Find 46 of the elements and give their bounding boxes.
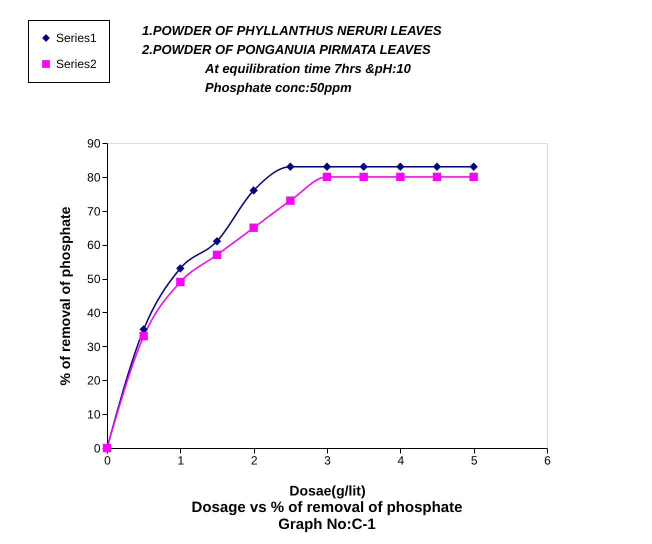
point — [432, 172, 442, 182]
y-tick-label: 90 — [87, 136, 101, 150]
text: Graph No:C-1 — [278, 516, 376, 533]
text: Phosphate conc:50ppm — [205, 80, 352, 95]
x-tick-label: 4 — [397, 454, 404, 468]
text: At equilibration time 7hrs &pH:10 — [204, 61, 412, 76]
point — [176, 278, 185, 286]
x-axis-title: Dosae(g/lit) — [289, 482, 366, 498]
x-tick-label: 5 — [470, 454, 478, 468]
y-tick-label: 60 — [87, 238, 101, 252]
point — [249, 186, 258, 195]
point — [139, 332, 148, 340]
legend-label: Series2 — [56, 57, 98, 71]
point — [469, 162, 478, 171]
y-axis-title: % of removal of phosphate — [57, 206, 74, 386]
point — [359, 162, 368, 171]
x-tick-label: 2 — [250, 454, 258, 468]
text: Dosage vs % of removal of phosphate — [192, 499, 462, 516]
point — [322, 172, 332, 182]
x-tick-label: 3 — [324, 454, 332, 468]
text: 2.POWDER OF PONGANUIA PIRMATA LEAVES — [141, 42, 431, 57]
y-tick-label: 0 — [94, 442, 101, 456]
point — [396, 162, 405, 171]
y-tick-label: 10 — [87, 408, 101, 422]
y-tick-label: 70 — [87, 204, 101, 218]
point — [249, 224, 258, 232]
point — [396, 172, 405, 182]
point — [212, 250, 222, 260]
y-tick-label: 40 — [87, 306, 101, 320]
y-tick-label: 30 — [87, 340, 101, 354]
x-tick-label: 6 — [544, 454, 552, 468]
text: 1.POWDER OF PHYLLANTHUS NERURI LEAVES — [142, 23, 442, 38]
point — [286, 196, 295, 205]
x-tick-label: 1 — [177, 454, 184, 468]
point — [286, 162, 295, 171]
point — [432, 162, 442, 171]
point — [176, 264, 185, 273]
y-tick-label: 80 — [87, 170, 101, 184]
point — [359, 172, 368, 182]
legend-label: Series1 — [56, 31, 98, 45]
point — [212, 237, 222, 246]
x-tick-label: 0 — [104, 454, 112, 468]
point — [322, 162, 332, 171]
y-tick-label: 20 — [87, 374, 101, 388]
point — [469, 172, 478, 182]
y-tick-label: 50 — [87, 272, 101, 286]
